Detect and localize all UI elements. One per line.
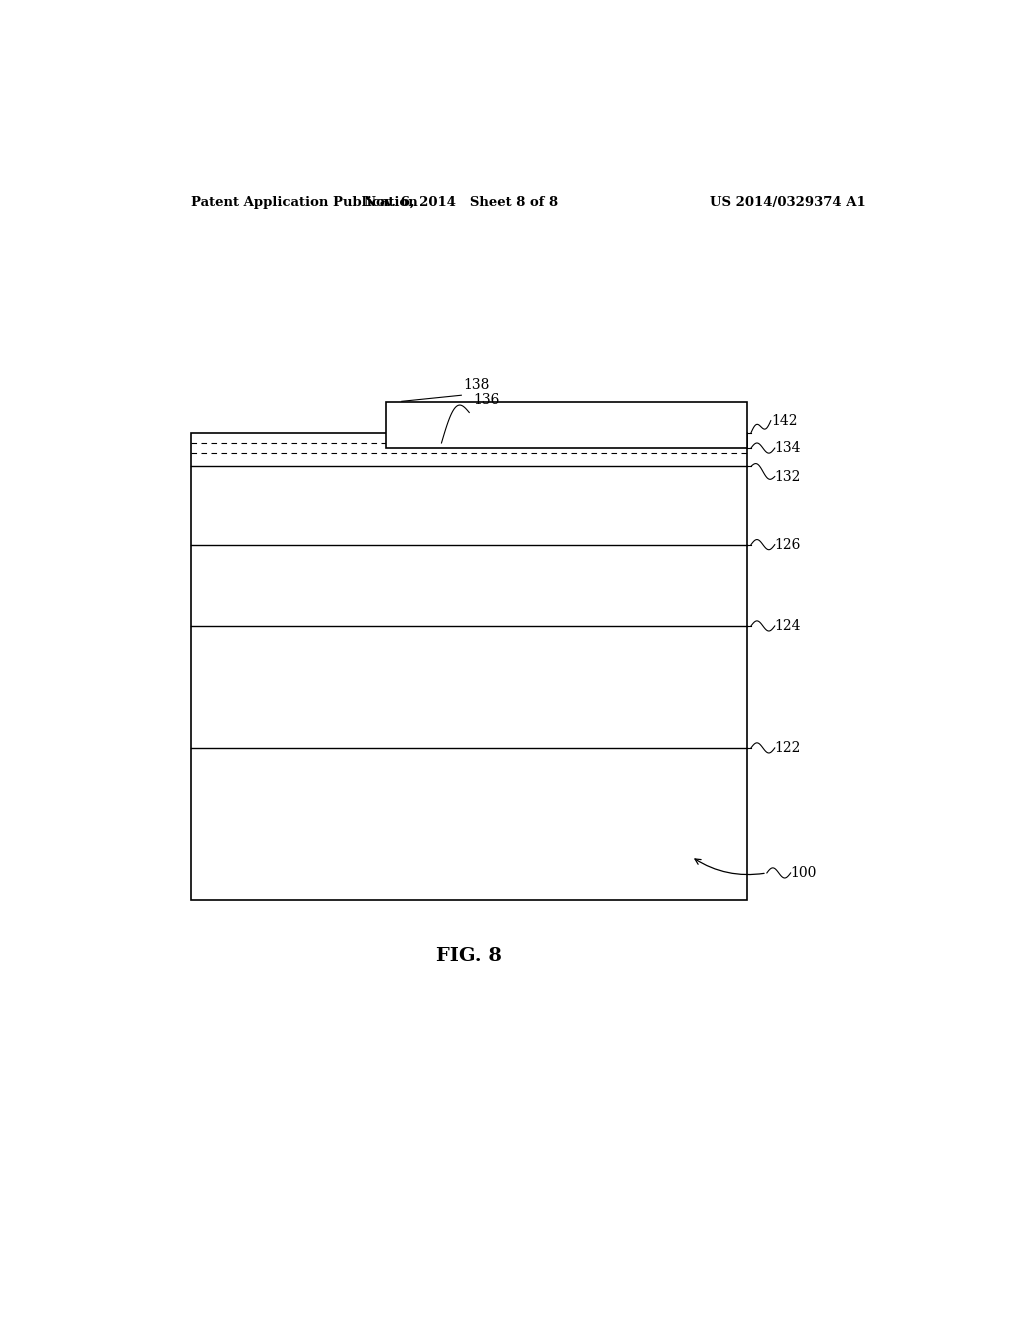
Text: FIG. 8: FIG. 8: [436, 948, 502, 965]
Text: Patent Application Publication: Patent Application Publication: [191, 195, 418, 209]
Text: 122: 122: [775, 741, 801, 755]
Text: 136: 136: [473, 393, 500, 408]
Text: 134: 134: [775, 441, 802, 455]
Text: 124: 124: [775, 619, 802, 634]
Text: 132: 132: [775, 470, 801, 483]
Text: 100: 100: [791, 866, 817, 880]
Text: US 2014/0329374 A1: US 2014/0329374 A1: [711, 195, 866, 209]
Bar: [386, 403, 748, 447]
Bar: [191, 433, 748, 900]
Text: 138: 138: [464, 378, 490, 392]
Text: 126: 126: [775, 537, 801, 552]
Text: 142: 142: [771, 413, 798, 428]
Text: Nov. 6, 2014   Sheet 8 of 8: Nov. 6, 2014 Sheet 8 of 8: [365, 195, 558, 209]
